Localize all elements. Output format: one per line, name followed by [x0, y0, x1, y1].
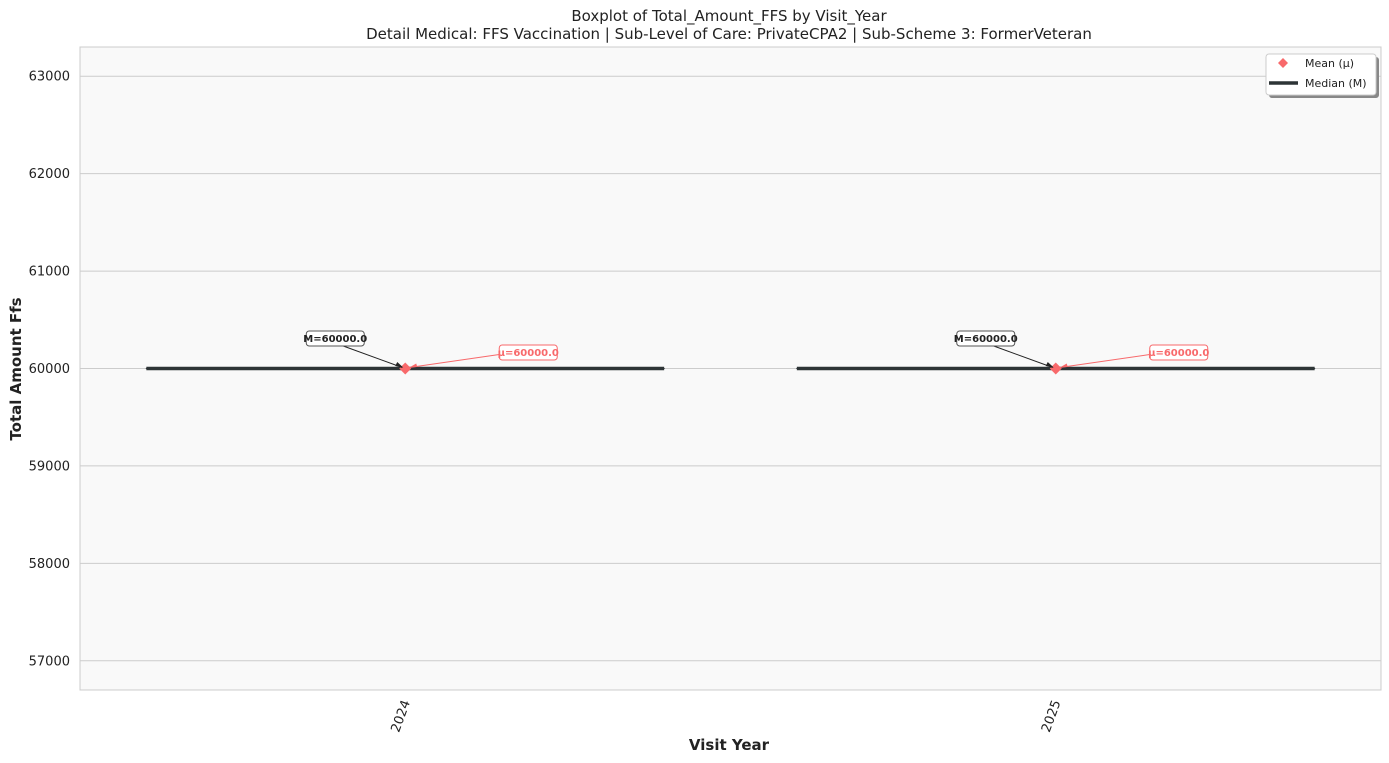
mean-annotation: μ=60000.0	[498, 348, 559, 359]
mean-annotation-box	[498, 344, 558, 361]
median-annotation: M=60000.0	[303, 334, 367, 345]
mean-arrow-head	[1059, 363, 1068, 368]
x-axis-label: Visit Year	[689, 736, 770, 754]
y-tick-label: 63000	[29, 70, 70, 85]
median-annotation-box	[956, 330, 1016, 347]
grid-lines	[80, 75, 1381, 662]
median-arrow	[993, 345, 1053, 368]
box-layer	[145, 362, 1316, 375]
y-tick-label: 62000	[29, 167, 70, 182]
y-tick-label: 59000	[29, 459, 70, 474]
y-axis-label: Total Amount Ffs	[7, 297, 25, 440]
x-tick-label: 2024	[389, 698, 414, 734]
legend-mean-marker	[1278, 58, 1288, 68]
legend-mean-label: Mean (μ)	[1305, 57, 1354, 70]
y-tick-label: 60000	[29, 362, 70, 377]
median-arrow-head	[395, 362, 404, 368]
median-arrow-head	[1045, 362, 1054, 368]
mean-arrow	[409, 354, 500, 368]
mean-arrow-head	[409, 363, 418, 368]
mean-marker	[1049, 362, 1062, 375]
chart-subtitle: Detail Medical: FFS Vaccination | Sub-Le…	[366, 25, 1092, 43]
median-annotation-box	[305, 330, 365, 347]
median-annotation: M=60000.0	[954, 334, 1018, 345]
mean-marker	[399, 362, 412, 375]
legend: Mean (μ) Median (M)	[1265, 53, 1379, 98]
mean-annotation-box	[1149, 344, 1209, 361]
mean-annotation: μ=60000.0	[1148, 348, 1209, 359]
median-arrow	[343, 345, 403, 368]
annotation-layer: M=60000.0 μ=60000.0 M=60000.0 μ=60000.0	[303, 330, 1209, 368]
y-tick-label: 58000	[29, 557, 70, 572]
mean-arrow	[1059, 354, 1150, 368]
x-tick-labels: 2024 2025	[389, 698, 1065, 734]
y-tick-label: 61000	[29, 265, 70, 280]
y-tick-labels: 57000 58000 59000 60000 61000 62000 63000	[29, 70, 70, 670]
legend-median-label: Median (M)	[1305, 77, 1367, 90]
x-tick-label: 2025	[1039, 698, 1064, 734]
y-tick-label: 57000	[29, 654, 70, 669]
chart-title: Boxplot of Total_Amount_FFS by Visit_Yea…	[571, 7, 887, 26]
